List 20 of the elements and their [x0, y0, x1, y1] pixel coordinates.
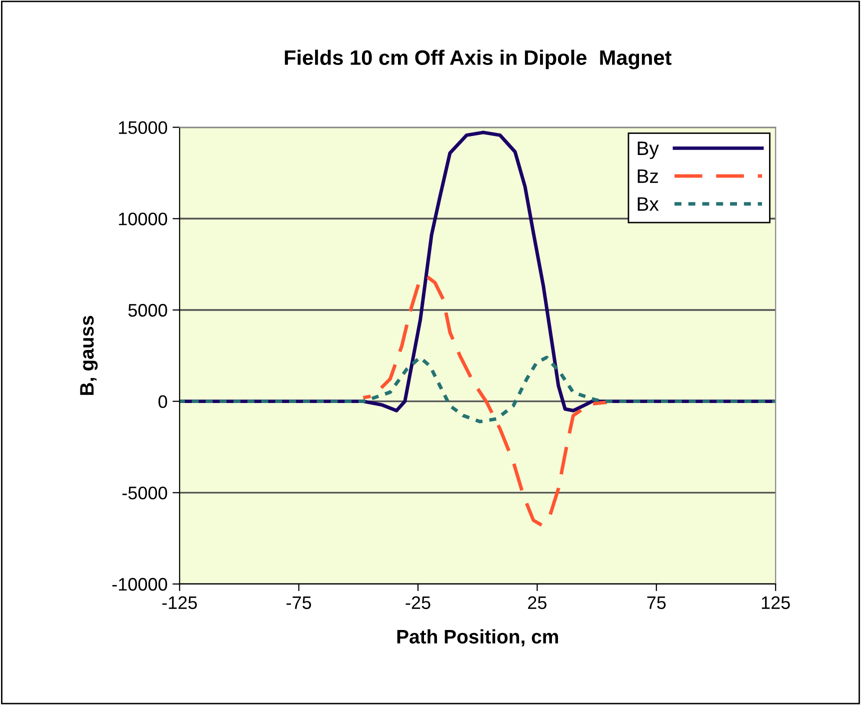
legend-label: Bx [638, 197, 659, 211]
x-tick-label: -75 [286, 596, 312, 610]
y-tick-label: -5000 [122, 486, 168, 500]
y-tick-label: 0 [158, 395, 168, 408]
line-series [180, 356, 776, 424]
x-tick-label: -125 [162, 596, 197, 610]
x-tick-label: -25 [406, 596, 430, 610]
line-series [361, 274, 609, 527]
x-tick-label: 125 [762, 596, 790, 610]
y-tick-label: 15000 [118, 121, 168, 134]
y-tick-label: -10000 [112, 578, 168, 591]
y-axis-title: B, gauss [80, 316, 98, 395]
y-tick-label: 5000 [128, 304, 168, 317]
y-tick-label: 10000 [118, 212, 168, 226]
x-tick-label: 25 [528, 596, 546, 610]
chart-title: Fields 10 cm Off Axis in Dipole Magnet [284, 50, 672, 70]
x-axis-title: Path Position, cm [397, 629, 558, 646]
legend-label: By [638, 142, 659, 160]
x-tick-label: 75 [647, 596, 666, 610]
legend-label: Bz [638, 169, 658, 183]
